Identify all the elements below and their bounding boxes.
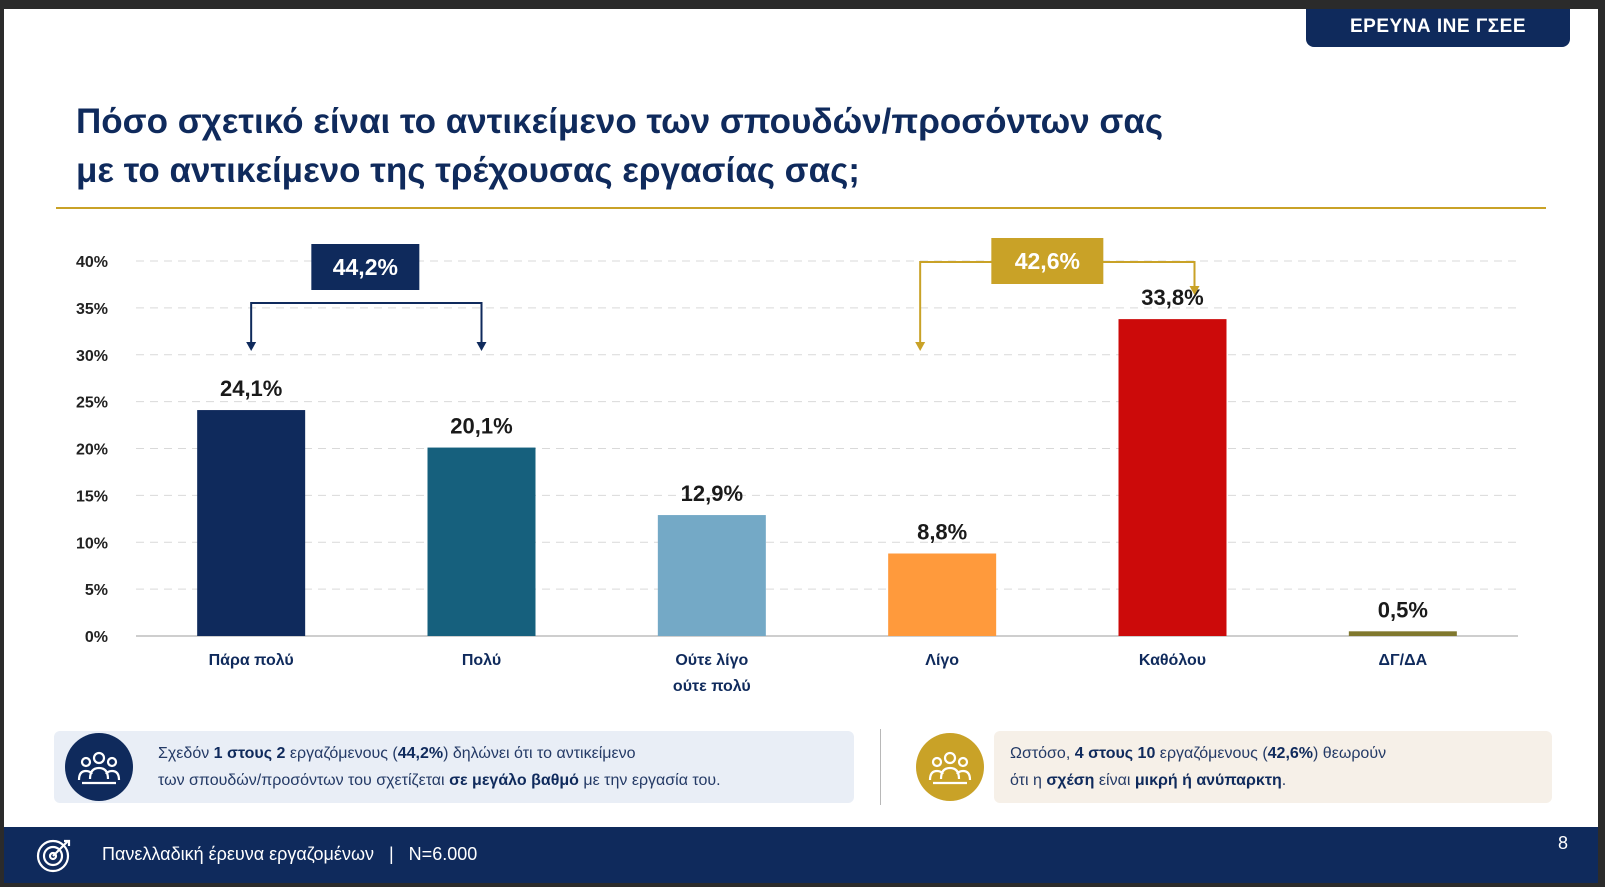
title-divider [56, 207, 1546, 209]
data-label: 8,8% [917, 520, 967, 545]
callout-text-run: ότι η [1010, 772, 1047, 789]
callout-text-run: ) δηλώνει ότι το αντικείμενο [443, 745, 636, 762]
bar [197, 410, 306, 636]
callout-right-text: Ωστόσο, 4 στους 10 εργαζόμενους (42,6%) … [1010, 740, 1540, 794]
bar [888, 553, 997, 636]
data-label: 12,9% [681, 481, 743, 506]
x-tick-label: Πολύ [462, 652, 501, 669]
bar [657, 515, 766, 636]
x-tick-label: Λίγο [925, 652, 959, 669]
footer: Πανελλαδική έρευνα εργαζομένων | N=6.000… [4, 827, 1598, 883]
people-group-icon [916, 733, 984, 801]
callout-left-line-1: Σχεδόν 1 στους 2 εργαζόμενους (44,2%) δη… [158, 740, 848, 767]
y-tick-label: 40% [76, 254, 108, 271]
bar-chart: 0% 5% 10% 15% 20% 25% 30% 35% 40% 24,1% Πάρα πολύ 2… [76, 238, 1518, 695]
bar [427, 447, 536, 636]
callout-right-box [994, 731, 1552, 803]
callout-highlight: 42,6% [1267, 745, 1314, 762]
y-tick-label: 35% [76, 301, 108, 318]
bar [1118, 319, 1227, 636]
callout-left-box [54, 731, 854, 803]
callout-text-run: εργαζόμενους ( [285, 745, 398, 762]
x-tick-label: Πάρα πολύ [209, 652, 294, 669]
callout-highlight: σε μεγάλο βαθμό [449, 772, 579, 789]
callout-divider [880, 729, 881, 805]
annotation-arrowhead [1189, 286, 1200, 295]
y-tick-label: 10% [76, 535, 108, 552]
y-tick-label: 0% [85, 629, 108, 646]
callout-highlight: 1 στους 2 [213, 745, 286, 762]
people-group-icon [65, 733, 133, 801]
callout-highlight: σχέση [1046, 772, 1095, 789]
title-line-1: Πόσο σχετικό είναι το αντικείμενο των σπ… [76, 102, 1164, 141]
y-tick-label: 15% [76, 488, 108, 505]
callout-right-line-1: Ωστόσο, 4 στους 10 εργαζόμενους (42,6%) … [1010, 740, 1540, 767]
annotation-box [991, 238, 1104, 284]
callout-right-line-2: ότι η σχέση είναι μικρή ή ανύπαρκτη. [1010, 767, 1540, 794]
callout-text-run: εργαζόμενους ( [1155, 745, 1268, 762]
data-label: 24,1% [220, 376, 282, 401]
x-tick-label: Καθόλου [1139, 652, 1206, 669]
callout-text-run: των σπουδών/προσόντων του σχετίζεται [158, 772, 450, 789]
y-tick-label: 30% [76, 348, 108, 365]
annotation-arrowhead [915, 342, 926, 351]
callout-highlight: 4 στους 10 [1074, 745, 1156, 762]
callout-text-run: . [1281, 772, 1287, 789]
callout-text-run: Σχεδόν [158, 745, 214, 762]
annotation-arrowhead [476, 342, 487, 351]
x-tick-label: Ούτε λίγο [675, 652, 748, 669]
y-tick-label: 20% [76, 442, 108, 459]
bar [1348, 631, 1457, 636]
annotation-bracket [250, 302, 483, 343]
annotation-box [311, 244, 420, 290]
page-number: 8 [1557, 833, 1568, 853]
y-tick-label: 25% [76, 395, 108, 412]
callout-left-text: Σχεδόν 1 στους 2 εργαζόμενους (44,2%) δη… [158, 740, 848, 794]
callout-left-line-2: των σπουδών/προσόντων του σχετίζεται σε … [158, 767, 848, 794]
annotation-arrowhead [246, 342, 257, 351]
callout-text-run: Ωστόσο, [1010, 745, 1075, 762]
callout-text-run: ) θεωρούν [1313, 745, 1387, 762]
callout-highlight: 44,2% [397, 745, 444, 762]
y-tick-label: 5% [85, 582, 108, 599]
header-tag: ΕΡΕΥΝΑ ΙΝΕ ΓΣΕΕ [1306, 9, 1570, 47]
title-line-2: με το αντικείμενο της τρέχουσας εργασίας… [76, 151, 860, 190]
target-icon [34, 835, 74, 880]
x-tick-label: ΔΓ/ΔΑ [1379, 652, 1428, 669]
data-label: 20,1% [450, 414, 512, 439]
annotation-label: 42,6% [1015, 248, 1080, 274]
x-tick-label: ούτε πολύ [673, 678, 751, 695]
data-label: 0,5% [1378, 597, 1428, 622]
slide: ΕΡΕΥΝΑ ΙΝΕ ΓΣΕΕ Πόσο σχετικό είναι το αν… [4, 9, 1598, 883]
callout-text-run: με την εργασία του. [578, 772, 721, 789]
footer-text: Πανελλαδική έρευνα εργαζομένων | N=6.000 [102, 844, 478, 864]
callout-highlight: μικρή ή ανύπαρκτη [1134, 772, 1282, 789]
callout-text-run: είναι [1094, 772, 1135, 789]
page-title: Πόσο σχετικό είναι το αντικείμενο των σπ… [76, 97, 1376, 195]
annotation-label: 44,2% [333, 254, 398, 280]
